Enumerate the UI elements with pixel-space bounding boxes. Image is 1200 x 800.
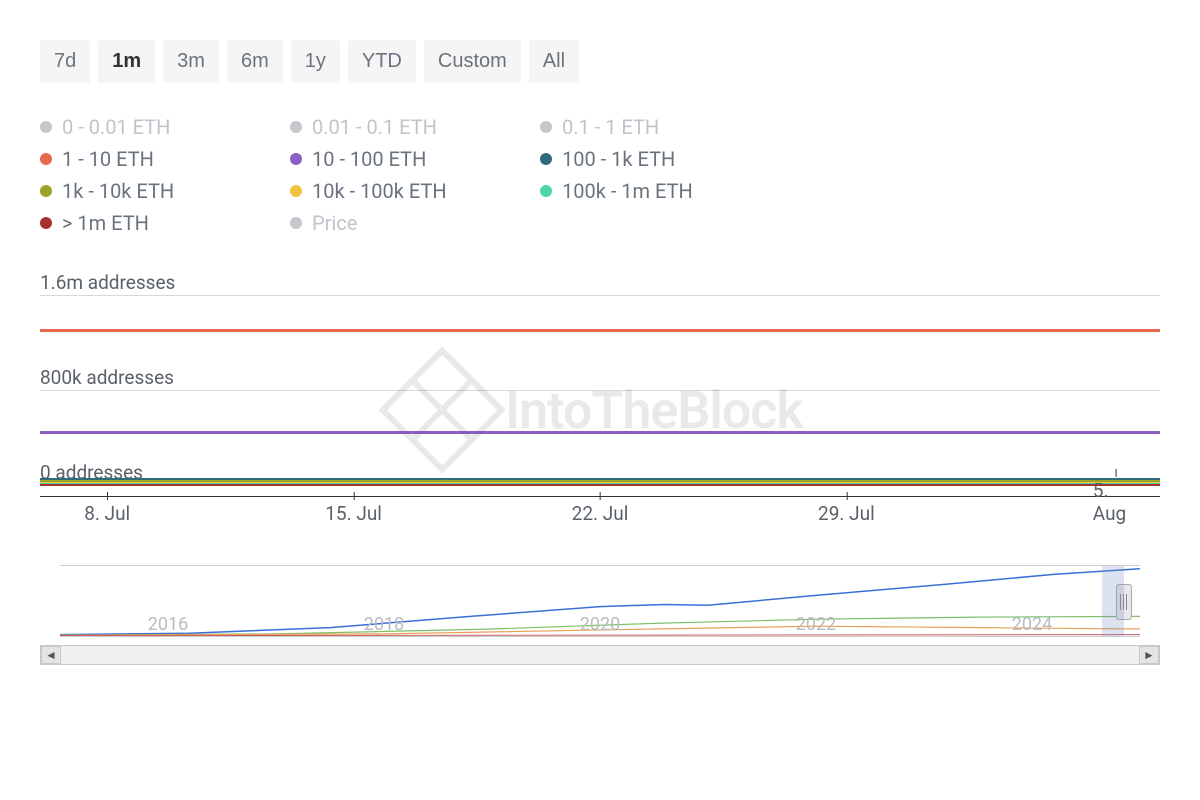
legend-item[interactable]: 10 - 100 ETH [290,147,530,171]
x-tick-label: 5. Aug [1093,479,1138,525]
legend-label: 0.1 - 1 ETH [562,115,659,139]
time-range-6m[interactable]: 6m [227,40,283,83]
time-range-custom[interactable]: Custom [424,40,521,83]
legend-dot-icon [540,121,552,133]
series-line [40,484,1160,486]
legend-label: 10 - 100 ETH [312,147,426,171]
legend-item[interactable]: 100 - 1k ETH [540,147,740,171]
series-line [40,329,1160,332]
legend-dot-icon [40,217,52,229]
legend-item[interactable]: > 1m ETH [40,211,280,235]
scroll-right-arrow[interactable]: ► [1139,646,1159,664]
legend-label: 0.01 - 0.1 ETH [312,115,437,139]
legend-dot-icon [40,153,52,165]
scroll-left-arrow[interactable]: ◄ [41,646,61,664]
time-range-1y[interactable]: 1y [291,40,340,83]
legend-item[interactable]: Price [290,211,530,235]
time-range-selector: 7d1m3m6m1yYTDCustomAll [40,40,1160,83]
time-range-ytd[interactable]: YTD [348,40,416,83]
navigator-plot[interactable]: 2016 2018 2020 2022 2024 [60,565,1140,637]
legend-item[interactable]: 100k - 1m ETH [540,179,740,203]
time-range-7d[interactable]: 7d [40,40,90,83]
legend-label: Price [312,211,357,235]
legend-label: 1 - 10 ETH [62,147,154,171]
legend-label: > 1m ETH [62,211,149,235]
legend-label: 100k - 1m ETH [562,179,693,203]
legend-item[interactable]: 10k - 100k ETH [290,179,530,203]
legend-dot-icon [290,153,302,165]
legend-label: 10k - 100k ETH [312,179,447,203]
time-range-all[interactable]: All [529,40,579,83]
legend-dot-icon [290,217,302,229]
legend-item[interactable]: 0.1 - 1 ETH [540,115,740,139]
navigator-year-label: 2020 [580,614,620,635]
legend-dot-icon [540,153,552,165]
legend-item[interactable]: 1 - 10 ETH [40,147,280,171]
x-tick-label: 15. Jul [325,502,382,525]
navigator-scrollbar[interactable]: ◄ ► [40,645,1160,665]
legend-dot-icon [40,121,52,133]
x-tick-label: 8. Jul [84,502,130,525]
legend-dot-icon [540,185,552,197]
legend-item[interactable]: 0 - 0.01 ETH [40,115,280,139]
navigator-year-label: 2018 [364,614,404,635]
range-navigator[interactable]: 2016 2018 2020 2022 2024 ◄ ► [40,565,1160,665]
main-chart: IntoTheBlock 1.6m addresses800k addresse… [40,295,1160,525]
x-tick-label: 22. Jul [572,502,629,525]
series-line [40,431,1160,434]
legend-label: 1k - 10k ETH [62,179,174,203]
legend-item[interactable]: 0.01 - 0.1 ETH [290,115,530,139]
navigator-selection[interactable] [1102,566,1124,636]
y-tick-label: 800k addresses [40,366,174,389]
x-tick-label: 29. Jul [818,502,875,525]
chart-legend: 0 - 0.01 ETH 0.01 - 0.1 ETH 0.1 - 1 ETH 1 -… [40,115,1160,235]
time-range-3m[interactable]: 3m [163,40,219,83]
legend-dot-icon [290,121,302,133]
navigator-year-label: 2016 [148,614,188,635]
time-range-1m[interactable]: 1m [98,40,155,83]
legend-dot-icon [290,185,302,197]
legend-item[interactable]: 1k - 10k ETH [40,179,280,203]
legend-dot-icon [40,185,52,197]
navigator-year-label: 2024 [1012,614,1052,635]
legend-label: 0 - 0.01 ETH [62,115,170,139]
legend-label: 100 - 1k ETH [562,147,675,171]
navigator-year-label: 2022 [796,614,836,635]
y-tick-label: 1.6m addresses [40,271,175,294]
